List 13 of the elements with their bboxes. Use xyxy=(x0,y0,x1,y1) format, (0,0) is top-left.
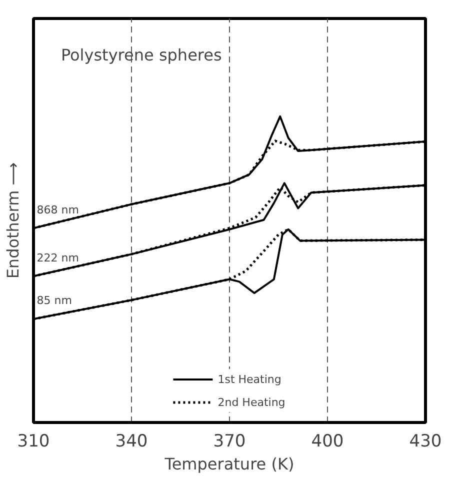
chart-title: Polystyrene spheres xyxy=(60,46,222,65)
annotation: 222 nm xyxy=(36,251,79,264)
y-axis-title: Endotherm ⟶ xyxy=(4,162,22,279)
annotation: 85 nm xyxy=(36,294,72,308)
x-tick-label: 370 xyxy=(213,432,246,452)
x-axis-title: Temperature (K) xyxy=(164,454,294,474)
x-tick-label: 340 xyxy=(115,432,148,452)
x-tick-label: 310 xyxy=(17,432,50,452)
legend-label: 2nd Heating xyxy=(218,396,286,408)
annotation: 868 nm xyxy=(36,203,79,216)
x-tick-label: 400 xyxy=(311,432,344,452)
x-tick-label: 430 xyxy=(409,432,442,452)
legend-label: 1st Heating xyxy=(218,372,282,386)
